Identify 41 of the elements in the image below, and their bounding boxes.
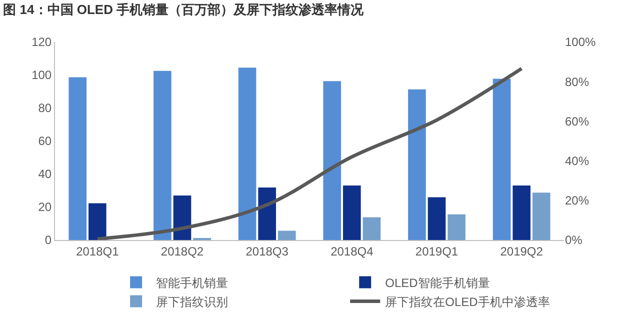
- bar: [173, 195, 192, 240]
- bar: [323, 81, 342, 240]
- chart-title: 图 14：中国 OLED 手机销量（百万部）及屏下指纹渗透率情况: [3, 2, 365, 18]
- bar: [238, 68, 256, 240]
- x-tick-label: 2018Q4: [330, 244, 374, 258]
- legend-label: OLED智能手机销量: [385, 276, 490, 290]
- bar: [258, 188, 276, 240]
- y-tick-label: 0: [44, 233, 52, 248]
- legend-label: 屏下指纹在OLED手机中渗透率: [385, 294, 550, 309]
- bar: [428, 197, 446, 240]
- legend-label: 智能手机销量: [156, 276, 228, 290]
- bar: [532, 192, 550, 240]
- y2-tick-label: 100%: [565, 35, 596, 50]
- bar: [154, 70, 172, 240]
- bar: [343, 186, 361, 240]
- y-tick-label: 100: [32, 68, 52, 82]
- bar: [448, 214, 466, 240]
- y-tick-label: 80: [38, 101, 52, 116]
- bar: [362, 217, 381, 240]
- line-series: [96, 66, 524, 240]
- y2-tick-label: 20%: [565, 194, 590, 208]
- y2-tick-label: 80%: [565, 74, 590, 89]
- y-tick-label: 60: [38, 134, 52, 148]
- x-tick-label: 2019Q2: [500, 244, 544, 258]
- y2-tick-label: 60%: [565, 114, 590, 128]
- y-tick-label: 120: [32, 35, 52, 50]
- y-tick-label: 20: [38, 200, 52, 214]
- bar: [68, 77, 87, 240]
- y-tick-label: 40: [38, 167, 52, 182]
- x-tick-label: 2018Q1: [76, 244, 120, 258]
- x-tick-label: 2018Q3: [246, 244, 289, 258]
- y2-tick-label: 40%: [565, 154, 590, 168]
- x-tick-label: 2019Q1: [415, 244, 458, 258]
- legend-label: 屏下指纹识别: [156, 294, 228, 309]
- bar: [512, 186, 530, 240]
- y2-tick-label: 0%: [565, 233, 583, 248]
- bar: [88, 203, 106, 240]
- x-tick-label: 2018Q2: [160, 244, 204, 258]
- bar: [408, 89, 426, 240]
- bar: [278, 230, 296, 240]
- bar: [492, 78, 511, 240]
